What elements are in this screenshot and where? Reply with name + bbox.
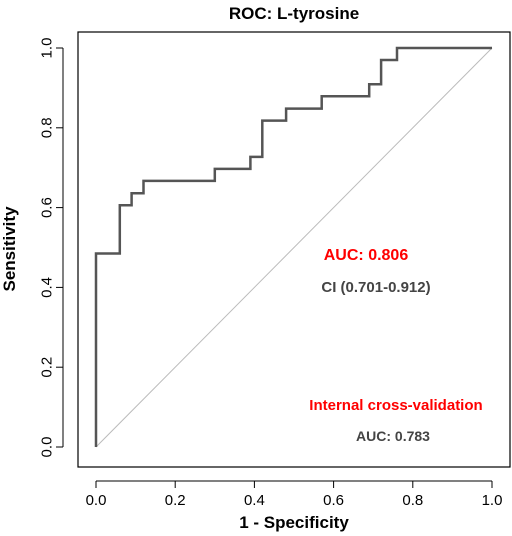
x-tick-label: 0.6 xyxy=(323,492,344,509)
y-axis-label: Sensitivity xyxy=(0,206,19,292)
x-axis: 0.0 0.2 0.4 0.6 0.8 1.0 xyxy=(86,480,503,509)
x-tick-label: 1.0 xyxy=(482,492,503,509)
y-tick-label: 0.6 xyxy=(39,197,56,218)
y-tick-label: 0.4 xyxy=(39,277,56,298)
x-axis-label: 1 - Specificity xyxy=(239,513,349,532)
x-tick-label: 0.4 xyxy=(244,492,265,509)
roc-curve xyxy=(94,46,492,447)
y-tick-label: 0.0 xyxy=(39,437,56,458)
chart-title: ROC: L-tyrosine xyxy=(229,4,359,23)
auc-annotation: AUC: 0.806 xyxy=(324,247,409,264)
x-tick-label: 0.8 xyxy=(402,492,423,509)
x-tick-label: 0.2 xyxy=(165,492,186,509)
reference-diagonal-line xyxy=(95,47,493,448)
y-tick-label: 0.8 xyxy=(39,117,56,138)
y-tick-label: 0.2 xyxy=(39,357,56,378)
y-axis: 0.0 0.2 0.4 0.6 0.8 1.0 xyxy=(39,38,64,458)
x-tick-label: 0.0 xyxy=(86,492,107,509)
confidence-interval-annotation: CI (0.701-0.912) xyxy=(321,279,430,296)
internal-cross-validation-label: Internal cross-validation xyxy=(309,397,482,414)
internal-cross-validation-auc: AUC: 0.783 xyxy=(356,428,430,444)
y-tick-label: 1.0 xyxy=(39,38,56,59)
plot-frame xyxy=(77,31,511,468)
